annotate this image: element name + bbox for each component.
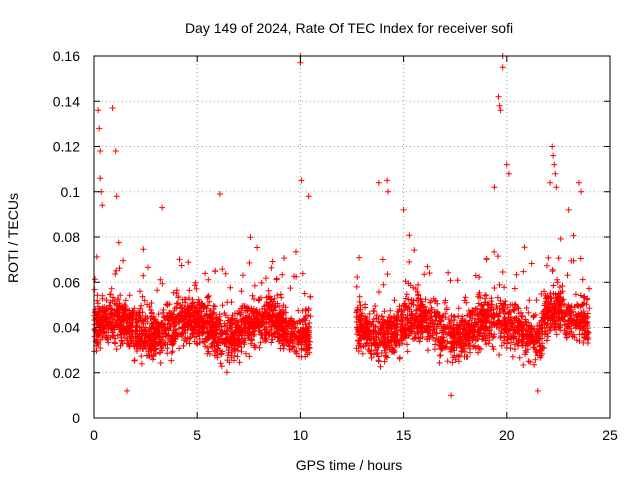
y-axis-label: ROTI / TECUs bbox=[5, 193, 21, 283]
x-tick-label: 25 bbox=[602, 427, 618, 443]
plot-frame bbox=[93, 55, 611, 419]
y-tick-label: 0.16 bbox=[53, 48, 80, 64]
y-tick-label: 0.12 bbox=[53, 139, 80, 155]
chart-title: Day 149 of 2024, Rate Of TEC Index for r… bbox=[185, 20, 513, 36]
y-tick-label: 0.02 bbox=[53, 365, 80, 381]
x-tick-label: 0 bbox=[90, 427, 98, 443]
grid-lines bbox=[94, 56, 610, 418]
axis-ticks bbox=[93, 55, 611, 419]
x-tick-label: 5 bbox=[193, 427, 201, 443]
y-tick-label: 0.06 bbox=[53, 274, 80, 290]
y-tick-label: 0.14 bbox=[53, 93, 80, 109]
y-tick-label: 0.1 bbox=[61, 184, 81, 200]
y-tick-label: 0.04 bbox=[53, 320, 80, 336]
x-tick-label: 15 bbox=[396, 427, 412, 443]
x-tick-labels: 0 5 10 15 20 25 bbox=[90, 427, 618, 443]
data-points bbox=[91, 53, 593, 399]
y-tick-label: 0 bbox=[72, 410, 80, 426]
y-tick-label: 0.08 bbox=[53, 229, 80, 245]
x-axis-label: GPS time / hours bbox=[296, 457, 403, 473]
x-tick-label: 20 bbox=[499, 427, 515, 443]
x-tick-label: 10 bbox=[293, 427, 309, 443]
roti-points bbox=[91, 53, 593, 399]
y-tick-labels: 0 0.02 0.04 0.06 0.08 0.1 0.12 0.14 0.16 bbox=[53, 48, 80, 426]
